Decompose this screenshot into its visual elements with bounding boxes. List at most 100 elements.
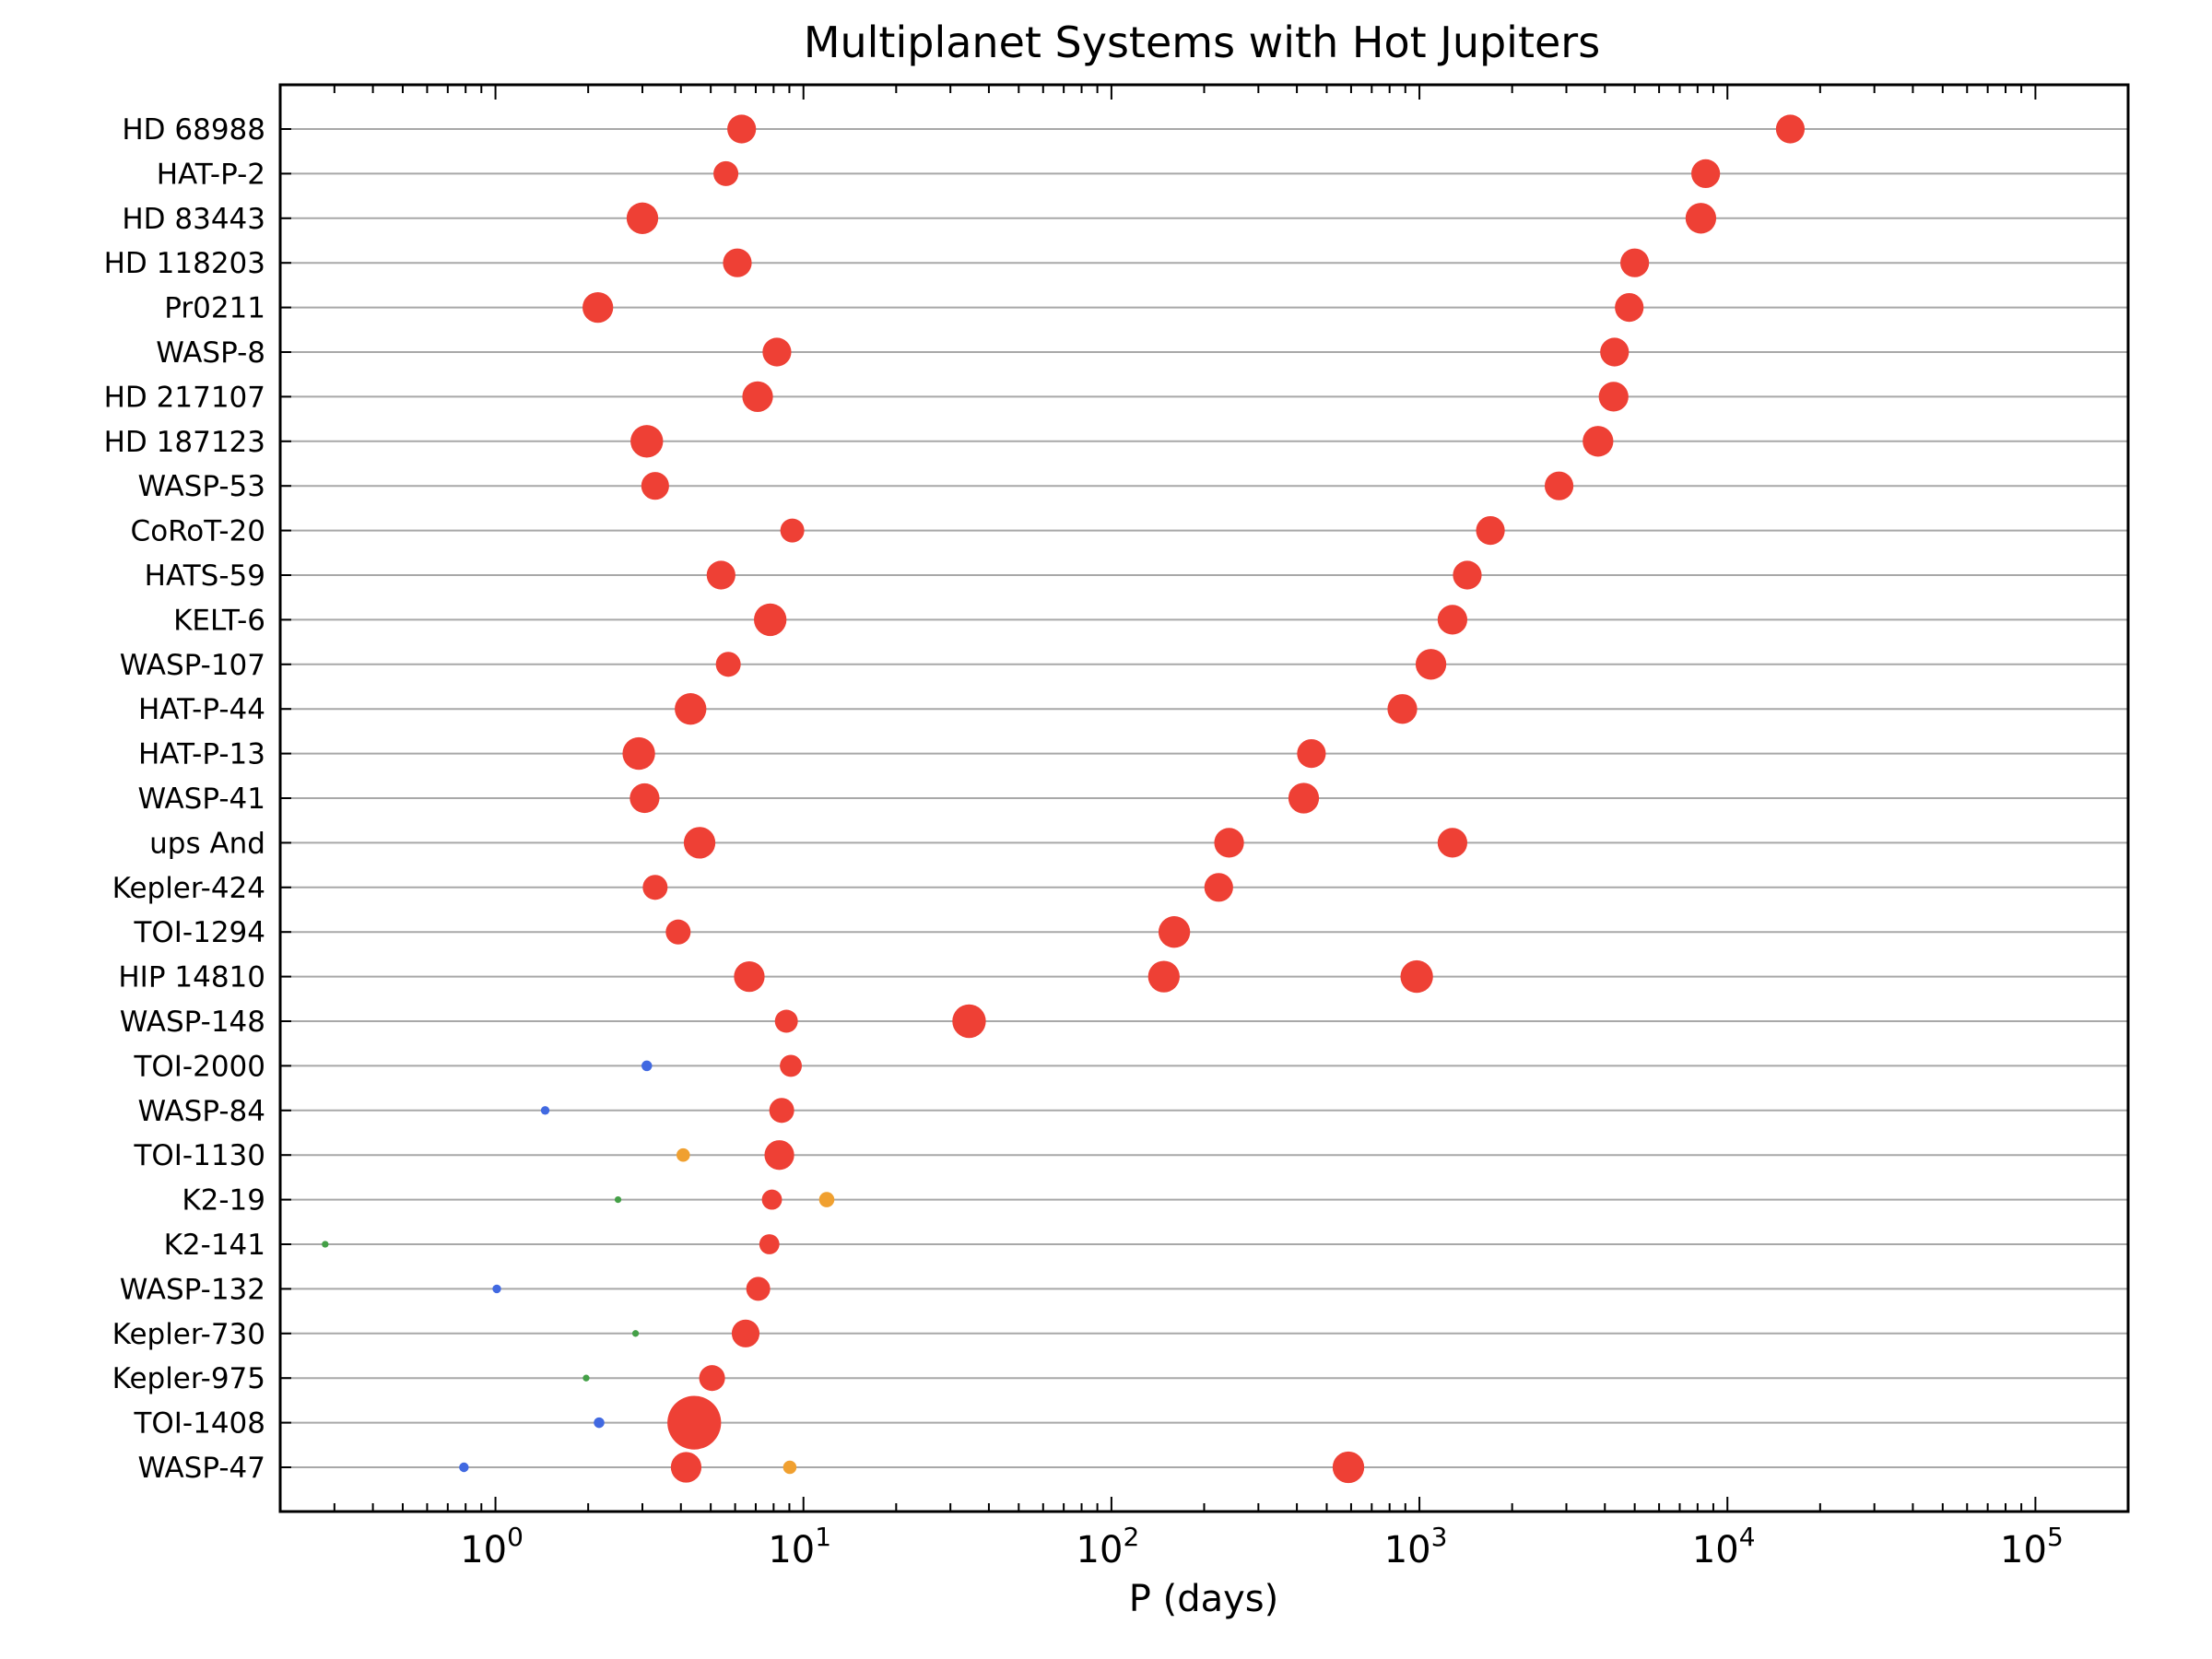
- planet-marker: [1583, 426, 1614, 457]
- planet-marker: [1598, 382, 1629, 412]
- planet-marker: [675, 693, 707, 725]
- planet-marker: [1437, 828, 1468, 858]
- y-tick-label: WASP-148: [120, 1006, 265, 1039]
- planet-marker: [622, 736, 655, 771]
- data-markers: [322, 114, 1806, 1484]
- planet-marker: [1332, 1451, 1365, 1484]
- planet-marker: [1691, 159, 1721, 188]
- planet-marker: [952, 1004, 986, 1039]
- planet-marker: [731, 1319, 760, 1347]
- y-tick-label: HIP 14810: [118, 961, 265, 994]
- y-tick-label: Pr0211: [164, 292, 265, 325]
- y-tick-label: K2-19: [182, 1184, 265, 1218]
- planet-marker: [1600, 337, 1630, 367]
- planet-marker: [761, 1189, 782, 1210]
- planet-marker: [734, 960, 765, 993]
- planet-marker: [762, 337, 792, 367]
- planet-marker: [594, 1417, 605, 1429]
- planet-marker: [641, 472, 669, 500]
- planet-marker: [759, 1234, 780, 1254]
- x-tick-label: 102: [1077, 1522, 1140, 1571]
- planet-marker: [699, 1365, 725, 1392]
- y-tick-label: WASP-47: [138, 1452, 266, 1485]
- planet-marker: [1615, 293, 1644, 323]
- planet-marker: [1620, 248, 1650, 277]
- planet-marker: [742, 381, 773, 413]
- y-tick-label: HD 118203: [104, 247, 265, 280]
- x-tick-label: 105: [2000, 1522, 2064, 1571]
- planet-marker: [1400, 959, 1433, 994]
- y-tick-label: HAT-P-44: [138, 693, 265, 726]
- planet-marker: [1437, 605, 1468, 635]
- x-tick-base: 10: [768, 1529, 815, 1571]
- planet-marker: [746, 1277, 771, 1301]
- planet-marker: [626, 202, 659, 234]
- y-tick-label: WASP-107: [120, 649, 265, 682]
- y-tick-label: HD 68988: [122, 113, 265, 147]
- planet-marker: [582, 291, 614, 324]
- planet-marker: [641, 1060, 653, 1072]
- y-tick-label: HATS-59: [145, 559, 265, 593]
- y-tick-label: Kepler-730: [112, 1318, 265, 1351]
- planet-marker: [780, 518, 805, 543]
- planet-marker: [631, 1330, 640, 1337]
- gridlines: [280, 128, 2128, 1468]
- planet-marker: [1158, 916, 1191, 948]
- y-tick-label: HD 187123: [104, 426, 265, 459]
- planet-marker: [1453, 560, 1482, 590]
- x-tick-base: 10: [1384, 1529, 1431, 1571]
- planet-marker: [754, 603, 787, 637]
- y-tick-label: TOI-1408: [133, 1407, 265, 1441]
- x-tick-label: 104: [1692, 1522, 1756, 1571]
- y-tick-label: WASP-8: [156, 336, 265, 370]
- y-tick-label: TOI-2000: [133, 1050, 265, 1083]
- x-tick-label: 103: [1384, 1522, 1448, 1571]
- planet-marker: [1297, 739, 1326, 769]
- y-tick-label: TOI-1294: [133, 916, 265, 949]
- planet-marker: [1415, 649, 1447, 680]
- planet-marker: [459, 1462, 469, 1473]
- planet-marker: [492, 1284, 501, 1294]
- x-tick-base: 10: [2000, 1529, 2047, 1571]
- planet-marker: [1387, 694, 1418, 724]
- y-tick-label: WASP-84: [138, 1095, 266, 1128]
- y-tick-label: HAT-P-2: [157, 158, 265, 191]
- planet-marker: [670, 1452, 702, 1483]
- y-tick-label: Kepler-975: [112, 1362, 265, 1395]
- planet-marker: [629, 782, 660, 814]
- planet-marker: [683, 827, 716, 859]
- planet-marker: [713, 160, 739, 186]
- x-tick-exponent: 3: [1431, 1522, 1448, 1552]
- y-axis-ticks: HD 68988 HAT-P-2 HD 83443 HD 118203 Pr0211 WA…: [104, 113, 291, 1485]
- x-tick-exponent: 5: [2047, 1522, 2064, 1552]
- planet-marker: [782, 1460, 797, 1475]
- y-tick-label: HD 217107: [104, 381, 265, 414]
- chart-title: Multiplanet Systems with Hot Jupiters: [804, 18, 1600, 67]
- planet-marker: [614, 1195, 622, 1204]
- planet-marker: [322, 1241, 329, 1248]
- planet-marker: [715, 652, 741, 677]
- y-tick-label: CoRoT-20: [131, 515, 265, 548]
- x-tick-base: 10: [460, 1529, 507, 1571]
- planet-marker: [540, 1106, 550, 1115]
- planet-marker: [1476, 516, 1505, 546]
- x-tick-exponent: 0: [507, 1522, 524, 1552]
- planet-marker: [727, 114, 757, 144]
- x-tick-exponent: 4: [1739, 1522, 1756, 1552]
- y-tick-label: KELT-6: [173, 604, 265, 637]
- x-tick-label: 101: [768, 1522, 831, 1571]
- planet-marker: [1775, 114, 1806, 144]
- planet-marker: [818, 1192, 835, 1207]
- planet-marker: [1204, 873, 1233, 902]
- y-tick-label: HD 83443: [122, 203, 265, 236]
- planet-marker: [630, 425, 664, 458]
- planet-marker: [1214, 828, 1244, 858]
- planet-marker: [774, 1009, 798, 1033]
- x-axis-label: P (days): [1129, 1578, 1278, 1620]
- y-tick-label: HAT-P-13: [138, 738, 265, 771]
- y-tick-label: WASP-53: [138, 470, 266, 503]
- y-tick-label: ups And: [149, 827, 265, 860]
- y-tick-label: WASP-132: [120, 1273, 265, 1306]
- x-tick-label: 100: [460, 1522, 524, 1571]
